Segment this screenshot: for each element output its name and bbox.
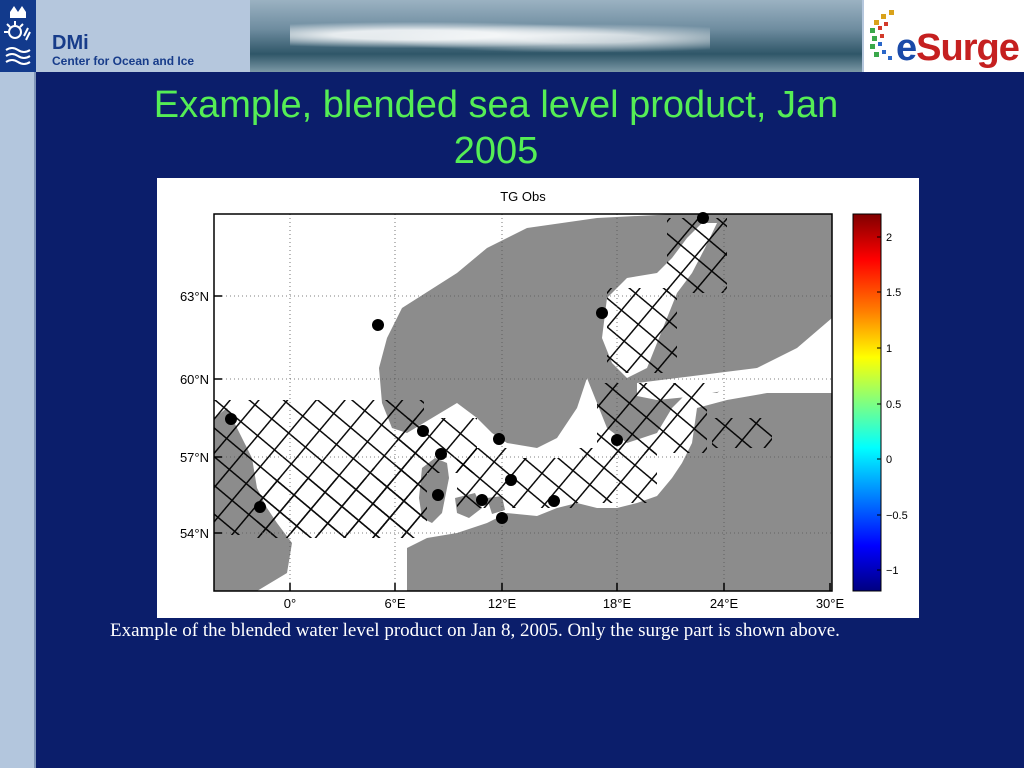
north-sea-tracks bbox=[214, 400, 477, 538]
wave-photo-banner bbox=[250, 0, 862, 72]
dmi-subtitle: Center for Ocean and Ice bbox=[52, 54, 195, 68]
lat-tick-label: 63°N bbox=[180, 289, 209, 304]
tide-gauge-station bbox=[697, 212, 709, 224]
tide-gauge-station bbox=[505, 474, 517, 486]
map-frame bbox=[213, 213, 833, 592]
slide-title-line2: 2005 bbox=[453, 130, 539, 172]
axis-ticks bbox=[214, 295, 831, 591]
lon-tick-label: 18°E bbox=[603, 596, 632, 611]
tide-gauge-station bbox=[476, 494, 488, 506]
figure-caption: Example of the blended water level produ… bbox=[110, 620, 840, 641]
lon-tick-label: 0° bbox=[284, 596, 296, 611]
graticule bbox=[214, 214, 832, 591]
colorbar bbox=[852, 213, 882, 592]
lat-tick-label: 57°N bbox=[180, 450, 209, 465]
colorbar-tick-label: 0 bbox=[886, 454, 892, 466]
map-title: TG Obs bbox=[500, 189, 546, 204]
esurge-logo-rest: Surge bbox=[916, 27, 1020, 69]
colorbar-tick-label: 0.5 bbox=[886, 399, 901, 411]
tide-gauge-station bbox=[225, 413, 237, 425]
esurge-logo-e: e bbox=[896, 27, 917, 69]
lon-tick-label: 30°E bbox=[816, 596, 845, 611]
dmi-crown-logo bbox=[0, 0, 36, 72]
lon-tick-label: 12°E bbox=[488, 596, 517, 611]
colorbar-tick-label: 1 bbox=[886, 343, 892, 355]
tide-gauge-station bbox=[548, 495, 560, 507]
left-decorative-strip bbox=[0, 0, 36, 768]
tide-gauge-station bbox=[611, 434, 623, 446]
tide-gauge-station bbox=[372, 319, 384, 331]
tide-gauge-station bbox=[432, 489, 444, 501]
slide-title: Example, blended sea level product, Jan … bbox=[40, 82, 952, 174]
colorbar-tick-label: 1.5 bbox=[886, 287, 901, 299]
tide-gauge-station bbox=[254, 501, 266, 513]
dmi-crown-icon bbox=[4, 6, 31, 65]
lon-tick-label: 6°E bbox=[384, 596, 405, 611]
sea-level-map-figure: TG Obs bbox=[157, 178, 919, 618]
baltic-sea-tracks bbox=[457, 218, 772, 508]
sea-level-map-svg: TG Obs bbox=[180, 189, 908, 611]
lat-tick-label: 60°N bbox=[180, 372, 209, 387]
esurge-globe-icon bbox=[870, 10, 894, 60]
colorbar-tick-label: 2 bbox=[886, 232, 892, 244]
esurge-logo-text: eSurge bbox=[896, 27, 1020, 70]
tide-gauge-station bbox=[435, 448, 447, 460]
tide-gauge-station bbox=[496, 512, 508, 524]
header-banner: DMi Center for Ocean and Ice eSurge bbox=[0, 0, 1024, 72]
colorbar-tick-label: −0.5 bbox=[886, 510, 908, 522]
colorbar-tick-label: −1 bbox=[886, 565, 899, 577]
tide-gauge-station bbox=[596, 307, 608, 319]
lat-tick-label: 54°N bbox=[180, 526, 209, 541]
lon-tick-label: 24°E bbox=[710, 596, 739, 611]
dmi-logo-text: DMi bbox=[52, 32, 89, 54]
tide-gauge-station bbox=[493, 433, 505, 445]
tide-gauge-station bbox=[417, 425, 429, 437]
tide-gauge-stations bbox=[225, 212, 709, 524]
esurge-logo bbox=[864, 0, 1024, 72]
slide-title-line1: Example, blended sea level product, Jan bbox=[153, 84, 839, 126]
